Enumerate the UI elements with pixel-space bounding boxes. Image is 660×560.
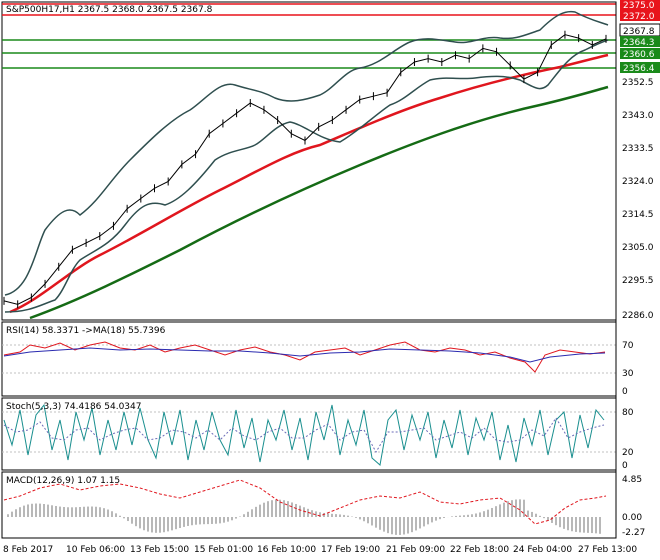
- price-tick: 2333.5: [622, 144, 654, 154]
- rsi-label: RSI(14) 58.3371 ->MA(18) 55.7396: [6, 326, 166, 336]
- price-tick: 2305.0: [622, 243, 654, 253]
- current-price-value: 2367.8: [623, 27, 655, 37]
- level-badge-2364: 2364.3: [623, 38, 655, 48]
- price-tick: 2343.0: [622, 111, 654, 121]
- macd-panel-frame: [1, 471, 617, 539]
- macd-tick: 0.00: [622, 513, 642, 523]
- price-tick: 2314.5: [622, 210, 654, 220]
- time-tick: 27 Feb 13:00: [578, 545, 637, 555]
- price-tick: 2295.5: [622, 276, 654, 286]
- macd-label: MACD(12,26,9) 1.07 1.15: [6, 476, 120, 486]
- time-tick: 13 Feb 15:00: [130, 545, 189, 555]
- stoch-tick: 0: [622, 461, 628, 471]
- main-panel-frame: [1, 1, 617, 321]
- level-badge-bg: [620, 36, 660, 47]
- time-tick: 16 Feb 10:00: [257, 545, 316, 555]
- price-tick: 2324.0: [622, 177, 654, 187]
- macd-tick: 4.85: [622, 475, 642, 485]
- level-badge-2375: 2375.0: [623, 1, 655, 11]
- price-tick: 2352.5: [622, 78, 654, 88]
- stoch-tick: 80: [622, 408, 634, 418]
- time-tick: 21 Feb 09:00: [386, 545, 445, 555]
- time-tick: 8 Feb 2017: [3, 545, 53, 555]
- price-series: [3, 30, 607, 309]
- stoch-k-line: [3, 403, 605, 466]
- rsi-tick: 70: [622, 341, 634, 351]
- level-badge-2360: 2360.6: [623, 50, 655, 60]
- price-tick: 2286.0: [622, 311, 654, 321]
- price-line: [3, 34, 607, 305]
- ma-100-line: [9, 53, 609, 314]
- bollinger-lower: [4, 39, 609, 313]
- time-tick: 24 Feb 04:00: [513, 545, 572, 555]
- stoch-tick: 20: [622, 448, 634, 458]
- level-badge-bg: [620, 10, 660, 21]
- level-badge-bg: [620, 62, 660, 73]
- ma-200-line: [29, 85, 609, 320]
- stoch-d-line: [3, 417, 605, 454]
- level-badges: 2375.0 2372.0 2367.8 2364.3 2360.6 2356.…: [619, 0, 660, 74]
- rsi-line: [3, 341, 606, 373]
- macd-histogram: [7, 499, 601, 535]
- rsi-ma-line: [3, 347, 606, 363]
- bollinger-upper: [4, 10, 609, 296]
- time-tick: 17 Feb 19:00: [321, 545, 380, 555]
- level-badge-bg: [620, 48, 660, 59]
- price-axis: 2352.5 2343.0 2333.5 2324.0 2314.5 2305.…: [622, 78, 654, 321]
- macd-signal-line: [3, 479, 607, 525]
- macd-tick: -2.27: [622, 528, 645, 538]
- level-badge-2356: 2356.4: [623, 64, 655, 74]
- time-tick: 10 Feb 06:00: [66, 545, 125, 555]
- stoch-label: Stoch(5,3,3) 74.4186 54.0347: [6, 402, 141, 412]
- time-tick: 22 Feb 18:00: [450, 545, 509, 555]
- time-tick: 15 Feb 01:00: [194, 545, 253, 555]
- level-badge-2372: 2372.0: [623, 12, 655, 22]
- level-badge-bg: [620, 0, 660, 10]
- time-axis: 8 Feb 2017 10 Feb 06:00 13 Feb 15:00 15 …: [3, 545, 637, 555]
- rsi-tick: 30: [622, 369, 634, 379]
- rsi-tick: 0: [622, 387, 628, 397]
- symbol-label: S&P500H17,H1 2367.5 2368.0 2367.5 2367.8: [6, 5, 213, 15]
